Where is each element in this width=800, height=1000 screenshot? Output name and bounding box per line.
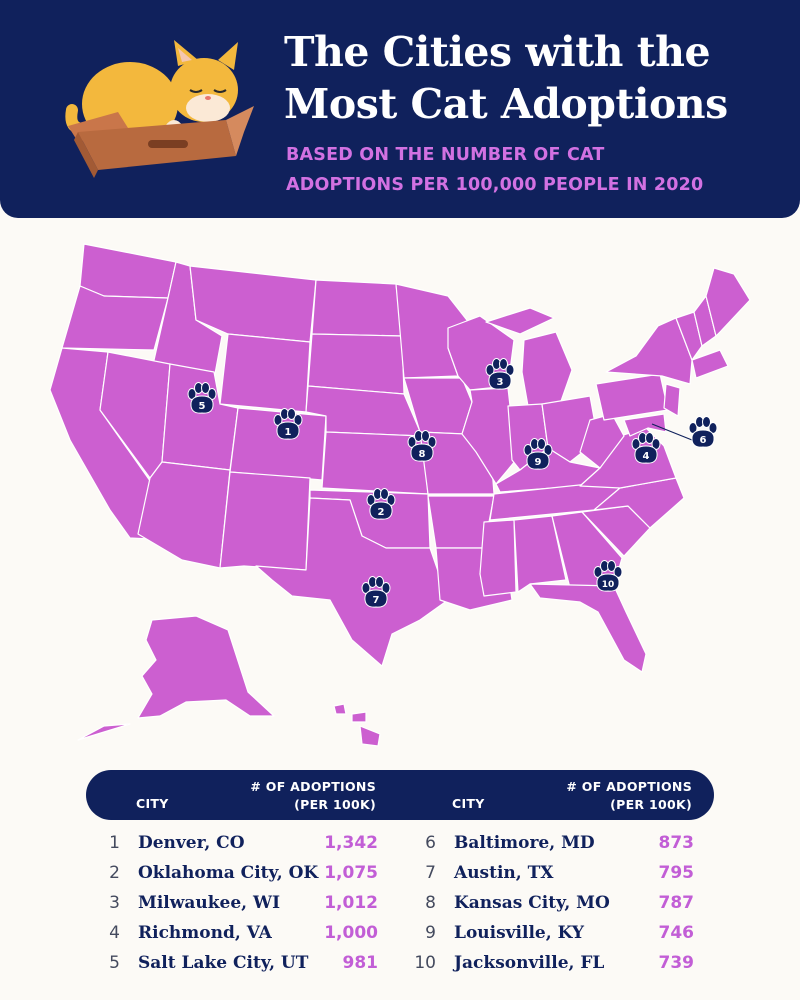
table-row: 4 Richmond, VA 1,000	[86, 918, 386, 948]
paw-marker-number: 8	[419, 449, 426, 460]
table-header: CITY # OF ADOPTIONS (PER 100K) CITY # OF…	[86, 770, 714, 820]
header-city-right: CITY	[452, 796, 485, 811]
table-row: 2 Oklahoma City, OK 1,075	[86, 858, 386, 888]
paw-marker-icon: 7	[361, 576, 391, 608]
paw-marker-number: 1	[285, 427, 292, 438]
subtitle-line-1: BASED ON THE NUMBER OF CAT	[286, 145, 605, 165]
paw-marker-icon: 8	[407, 430, 437, 462]
row-rank: 2	[109, 863, 120, 883]
table-row: 10 Jacksonville, FL 739	[402, 948, 702, 978]
header-adoptions-right-line2: (PER 100K)	[610, 797, 692, 812]
page-subtitle: BASED ON THE NUMBER OF CAT ADOPTIONS PER…	[286, 140, 786, 200]
row-city: Oklahoma City, OK	[138, 863, 319, 883]
row-rank: 9	[425, 923, 436, 943]
paw-marker-icon: 5	[187, 382, 217, 414]
row-rank: 6	[425, 833, 436, 853]
row-value: 1,012	[324, 893, 378, 913]
paw-marker-number: 6	[700, 435, 707, 446]
subtitle-line-2: ADOPTIONS PER 100,000 PEOPLE IN 2020	[286, 175, 704, 195]
row-city: Jacksonville, FL	[454, 953, 605, 973]
row-city: Baltimore, MD	[454, 833, 595, 853]
row-city: Milwaukee, WI	[138, 893, 281, 913]
baltimore-pointer-line	[651, 423, 693, 441]
us-states	[49, 243, 751, 747]
paw-marker-icon: 9	[523, 438, 553, 470]
row-rank: 3	[109, 893, 120, 913]
paw-marker-number: 4	[643, 451, 650, 462]
title-line-1: The Cities with the	[284, 28, 711, 76]
city-markers: 1 2 3 4 5 6 7 8 9 10	[187, 358, 718, 608]
row-value: 1,000	[324, 923, 378, 943]
paw-marker-icon: 10	[593, 560, 623, 592]
paw-marker-icon: 1	[273, 408, 303, 440]
paw-marker-number: 5	[199, 401, 206, 412]
us-map: 1 2 3 4 5 6 7 8 9 10	[49, 243, 751, 747]
header-adoptions-right-line1: # OF ADOPTIONS	[566, 779, 692, 794]
paw-marker-number: 3	[497, 377, 504, 388]
row-city: Kansas City, MO	[454, 893, 610, 913]
page-title: The Cities with the Most Cat Adoptions	[284, 26, 784, 130]
paw-marker-number: 9	[535, 457, 542, 468]
paw-marker-number: 7	[373, 595, 380, 606]
paw-marker-icon: 2	[366, 488, 396, 520]
row-value: 739	[658, 953, 695, 973]
row-city: Austin, TX	[454, 863, 554, 883]
row-value: 981	[342, 953, 379, 973]
table-row: 7 Austin, TX 795	[402, 858, 702, 888]
row-value: 873	[658, 833, 695, 853]
row-city: Louisville, KY	[454, 923, 585, 943]
header-city-left: CITY	[136, 796, 169, 811]
row-city: Salt Lake City, UT	[138, 953, 309, 973]
row-value: 787	[658, 893, 695, 913]
table-row: 5 Salt Lake City, UT 981	[86, 948, 386, 978]
row-value: 746	[658, 923, 695, 943]
table-row: 8 Kansas City, MO 787	[402, 888, 702, 918]
paw-marker-icon: 4	[631, 432, 661, 464]
header-adoptions-left-line1: # OF ADOPTIONS	[250, 779, 376, 794]
table-row: 1 Denver, CO 1,342	[86, 828, 386, 858]
table-row: 6 Baltimore, MD 873	[402, 828, 702, 858]
paw-marker-number: 10	[602, 580, 615, 590]
row-rank: 5	[109, 953, 120, 973]
row-city: Denver, CO	[138, 833, 245, 853]
title-line-2: Most Cat Adoptions	[284, 80, 728, 128]
header-banner: The Cities with the Most Cat Adoptions B…	[0, 0, 800, 218]
paw-marker-number: 2	[378, 507, 385, 518]
row-value: 1,342	[324, 833, 378, 853]
header-adoptions-right: # OF ADOPTIONS (PER 100K)	[542, 778, 692, 814]
row-value: 795	[658, 863, 695, 883]
paw-marker-icon: 3	[485, 358, 515, 390]
row-rank: 1	[109, 833, 120, 853]
row-city: Richmond, VA	[138, 923, 272, 943]
cat-in-box-illustration	[65, 40, 254, 178]
row-value: 1,075	[324, 863, 378, 883]
row-rank: 10	[414, 953, 436, 973]
row-rank: 8	[425, 893, 436, 913]
table-row: 3 Milwaukee, WI 1,012	[86, 888, 386, 918]
row-rank: 7	[425, 863, 436, 883]
header-adoptions-left: # OF ADOPTIONS (PER 100K)	[226, 778, 376, 814]
table-row: 9 Louisville, KY 746	[402, 918, 702, 948]
header-adoptions-left-line2: (PER 100K)	[294, 797, 376, 812]
row-rank: 4	[109, 923, 120, 943]
paw-marker-icon: 6	[688, 416, 718, 448]
